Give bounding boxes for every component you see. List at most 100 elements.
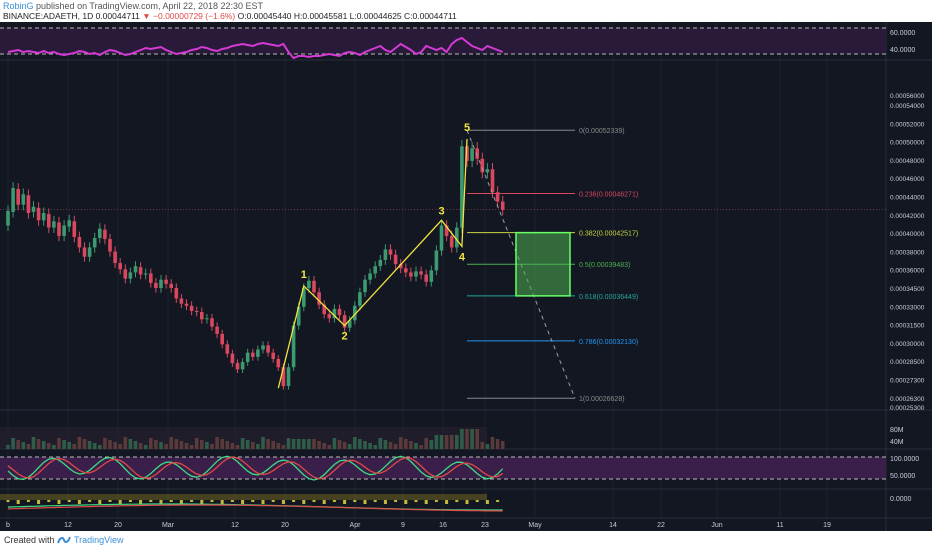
macd-hist-bar	[88, 500, 92, 502]
macd-hist-bar	[149, 500, 153, 502]
candle	[205, 318, 209, 320]
time-tick: 12	[231, 522, 239, 529]
candle	[215, 326, 219, 334]
macd-hist-bar	[445, 500, 449, 504]
candle	[11, 187, 15, 212]
volume-bar	[118, 444, 122, 449]
volume-bar	[52, 445, 56, 449]
candle	[449, 235, 454, 248]
time-tick: 23	[481, 522, 489, 529]
macd-hist-bar	[343, 500, 347, 504]
time-tick: 20	[114, 522, 122, 529]
candle	[92, 238, 97, 248]
candle	[398, 264, 403, 269]
price-tick: 0.00046000	[890, 176, 925, 183]
volume-bar	[347, 444, 352, 449]
candle	[485, 169, 490, 173]
candle	[291, 325, 296, 368]
candle	[184, 303, 189, 306]
candle	[235, 363, 240, 370]
macd-hist-bar	[220, 500, 224, 504]
macd-hist-bar	[169, 500, 173, 502]
volume-bar	[444, 435, 449, 449]
volume-bar	[439, 435, 444, 449]
candle	[200, 312, 204, 320]
fib-level-label: 0(0.00052339)	[579, 128, 625, 135]
volume-bar	[205, 442, 209, 449]
candle	[16, 189, 20, 205]
candle	[373, 266, 377, 274]
time-tick: 19	[823, 522, 831, 529]
candle	[302, 288, 306, 307]
candle	[230, 353, 235, 364]
macd-hist-bar	[383, 500, 387, 504]
last-price: 0.00044711	[95, 11, 140, 21]
candle	[383, 249, 388, 260]
candle	[261, 345, 265, 350]
price-tick: 0.00031500	[890, 323, 925, 330]
volume-bar	[240, 438, 245, 449]
candle	[123, 269, 128, 279]
stoch-k-line	[7, 455, 504, 481]
macd-hist-bar	[404, 500, 408, 504]
volume-bar	[378, 438, 383, 449]
time-tick: Jun	[711, 522, 722, 529]
volume-bar	[322, 443, 326, 449]
candle	[419, 271, 423, 275]
volume-bar	[332, 438, 337, 449]
stoch-d-line	[7, 456, 504, 480]
volume-bar	[108, 440, 112, 449]
fib-retracement[interactable]: 0(0.00052339) 0.236(0.00046271) 0.382(0.00…	[466, 128, 638, 403]
volume-bar	[159, 442, 163, 449]
volume-bar	[77, 437, 82, 449]
tradingview-brand-link[interactable]: TradingView	[74, 535, 124, 545]
candle	[31, 206, 36, 212]
volume-bar	[174, 439, 179, 449]
volume-bar	[414, 443, 418, 449]
wave-label: 3	[438, 205, 444, 217]
fib-level-label: 1(0.00026628)	[579, 396, 625, 403]
volume-bar	[230, 443, 235, 449]
author-link[interactable]: RobinG	[3, 1, 34, 11]
symbol-label[interactable]: BINANCE:ADAETH, 1D	[3, 11, 94, 21]
candle	[62, 225, 66, 236]
tradingview-logo-icon	[57, 536, 71, 544]
candle	[220, 333, 224, 345]
price-change: ▼ −0.00000729 (−1.6%)	[142, 11, 236, 21]
volume-pane	[0, 427, 505, 449]
candle	[251, 352, 255, 357]
volume-bar	[200, 440, 204, 449]
volume-bar	[307, 439, 311, 449]
candle	[455, 227, 459, 248]
volume-bar	[358, 439, 362, 449]
volume-bar	[342, 442, 347, 449]
candle	[276, 358, 281, 368]
macd-hist-bar	[424, 500, 428, 504]
chart-canvas[interactable]: 0(0.00052339) 0.236(0.00046271) 0.382(0.00…	[0, 22, 932, 531]
candle	[169, 283, 173, 289]
volume-bar	[281, 445, 286, 449]
price-tick: 0.00038000	[890, 249, 925, 256]
chart-footer: Created with TradingView	[0, 531, 932, 550]
volume-bar	[373, 445, 377, 449]
candle	[210, 318, 214, 327]
rsi-axis-label: 60.0000	[890, 30, 915, 37]
macd-hist-bar	[485, 500, 489, 504]
candle	[103, 229, 107, 240]
macd-hist-bar	[6, 500, 10, 502]
macd-hist-bar	[414, 500, 418, 502]
volume-bar	[169, 437, 173, 449]
price-tick: 0.00048000	[890, 158, 925, 165]
volume-bar	[480, 442, 485, 449]
price-tick: 0.00044000	[890, 195, 925, 202]
volume-bar	[271, 441, 275, 449]
volume-bar	[460, 429, 464, 449]
candle	[225, 344, 230, 354]
volume-bar	[404, 439, 408, 449]
volume-bar	[194, 438, 199, 449]
volume-bar	[495, 439, 500, 449]
stoch-axis-label: 100.0000	[890, 456, 919, 463]
volume-bar	[31, 437, 36, 449]
volume-bar	[455, 435, 459, 449]
elliott-wave[interactable]: 1 2 3 4 5	[277, 122, 470, 389]
